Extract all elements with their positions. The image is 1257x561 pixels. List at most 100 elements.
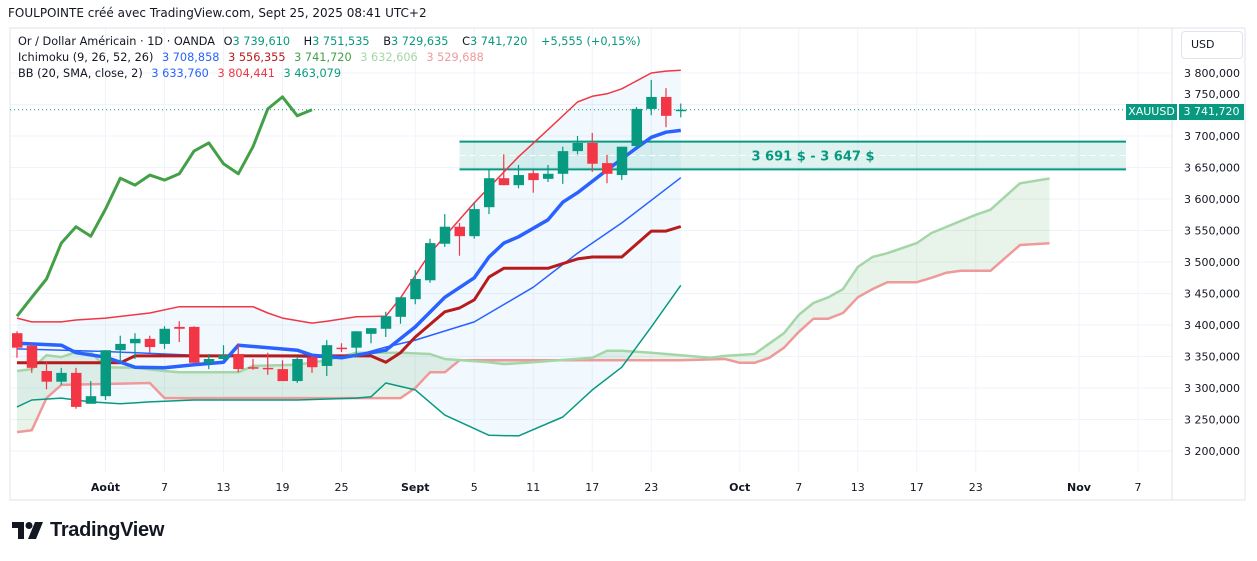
candle-body [675,109,687,112]
candle [71,367,82,409]
tenkan-line [16,128,682,370]
open-value: 3 739,610 [232,35,291,48]
candle [12,331,23,358]
time-label: 23 [644,481,658,494]
price-label: 3 450,000 [1184,288,1240,301]
time-label: 23 [969,481,983,494]
tradingview-logo-icon [12,521,43,539]
symbol-name[interactable]: Or / Dollar Américain · 1D · OANDA [18,35,216,48]
tenkan-value: 3 708,858 [161,51,220,64]
bb-name[interactable]: BB (20, SMA, close, 2) [18,67,143,80]
chikou-value: 3 741,720 [294,51,352,64]
tradingview-logo[interactable]: TradingView [12,519,164,542]
candle-body [262,367,274,370]
price-label: 3 250,000 [1184,414,1240,427]
ichimoku-name[interactable]: Ichimoku (9, 26, 52, 26) [18,51,154,64]
candle-body [144,338,156,348]
symbol-price-tag: XAUUSD [1126,104,1177,120]
candle [631,107,642,148]
candle-body [631,108,642,147]
candle-body [557,151,569,174]
candle-body [336,347,347,350]
candle-body [572,142,583,152]
kijun-value: 3 556,355 [228,51,286,64]
candle [100,350,111,400]
candle [130,333,141,360]
candle-body [218,355,229,360]
legend: Or / Dollar Américain · 1D · OANDA O3 73… [18,34,646,82]
candle [395,297,406,324]
candle-body [661,96,672,116]
time-label: 7 [795,481,802,494]
bb-upper-line [16,69,681,324]
candle [646,79,657,116]
price-label: 3 650,000 [1184,162,1240,175]
time-label: Oct [729,481,750,494]
candle [277,360,288,382]
currency-button[interactable]: USD [1181,31,1243,59]
time-label: Sept [401,481,430,494]
candle [557,146,569,184]
candle-body [454,226,465,237]
candle [144,335,156,353]
candle-body [159,328,170,344]
chikou-line [15,95,313,318]
candle-body [616,146,628,176]
candle [203,353,215,370]
span-b-value: 3 529,688 [426,51,484,64]
bb-lower-value: 3 463,079 [283,67,342,80]
candle [248,359,259,370]
zone-label: 3 691 $ - 3 647 $ [751,150,874,165]
price-label: 3 800,000 [1184,67,1240,80]
price-label: 3 700,000 [1184,130,1240,143]
candle [543,164,554,182]
candle [41,362,52,390]
kijun-line [17,225,682,365]
candle [410,270,421,305]
time-label: 19 [276,481,290,494]
candle-body [528,173,539,181]
price-label: 3 500,000 [1184,256,1240,269]
candle-body [71,372,82,407]
candle-body [174,326,185,329]
candle-body [484,178,495,208]
candle [233,343,244,373]
price-label: 3 550,000 [1184,225,1240,238]
bb-upper-value: 3 804,441 [217,67,275,80]
chart-title: FOULPOINTE créé avec TradingView.com, Se… [8,6,427,20]
candle [115,335,126,363]
candle [616,146,628,181]
ichimoku-cloud-fill [17,178,1050,433]
time-label: 17 [910,481,924,494]
candle-body [351,331,362,348]
candle-body [233,353,244,370]
candle [675,103,687,118]
candle [218,345,229,361]
candle-body [12,333,23,348]
candle [262,352,274,375]
candle-body [602,163,613,174]
change-value: +5,555 (+0,15%) [541,35,641,48]
candle [454,222,465,256]
price-label: 3 750,000 [1184,88,1240,101]
candle [587,132,598,172]
candle [602,154,613,184]
candle [26,343,38,373]
candle [380,311,392,337]
price-label: 3 400,000 [1184,319,1240,332]
tradingview-logo-text: TradingView [50,519,165,541]
close-value: 3 741,720 [469,35,528,48]
candle [513,164,524,189]
candle-body [498,178,510,186]
span-b-line [16,242,1050,434]
candle-body [543,173,554,179]
time-label: 11 [526,481,540,494]
legend-symbol-row: Or / Dollar Américain · 1D · OANDA O3 73… [18,34,646,50]
candle [174,321,185,343]
candle-body [439,226,451,244]
time-label: 7 [161,481,168,494]
candle-body [395,297,406,317]
candle [85,381,97,404]
candle [189,326,200,363]
